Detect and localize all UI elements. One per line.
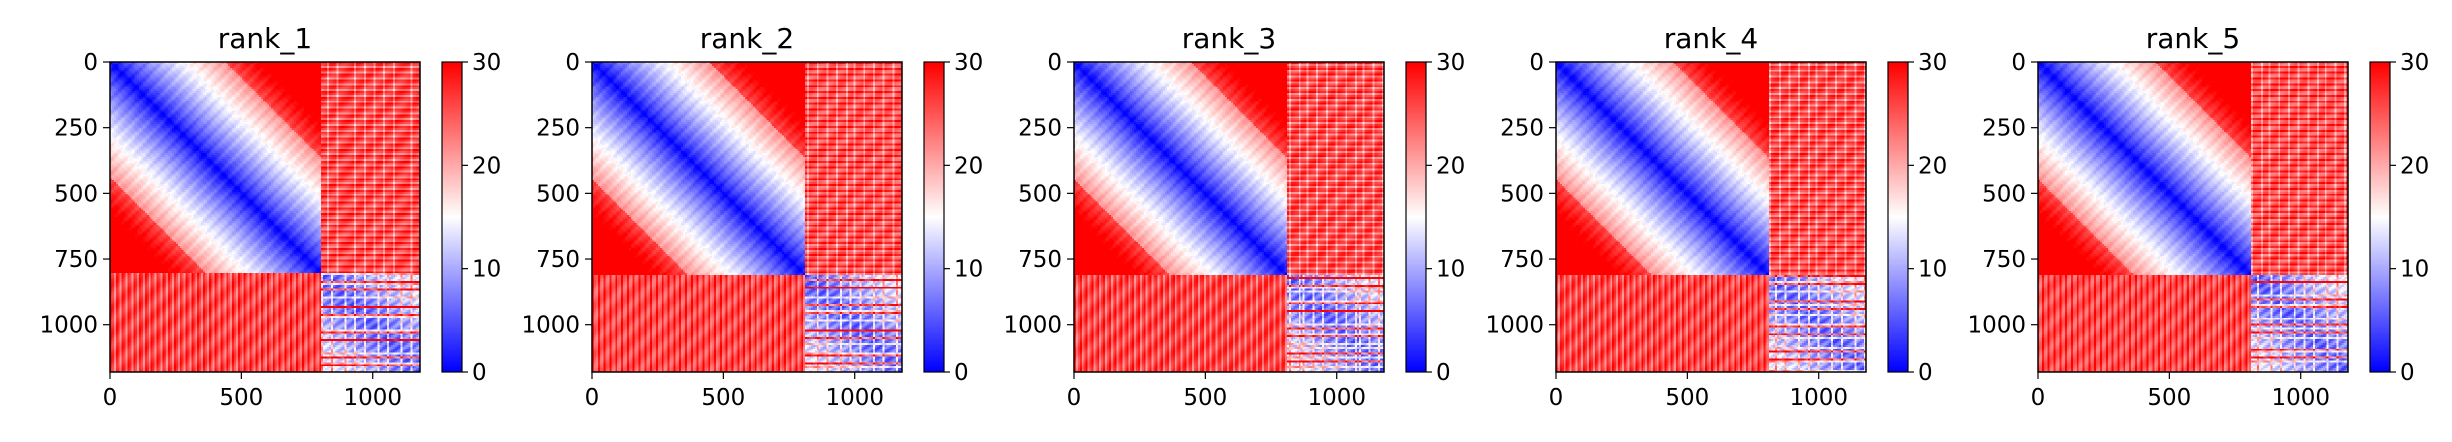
colorbar [924, 62, 944, 372]
y-tick-label: 0 [1529, 50, 1544, 76]
x-tick-label: 500 [1183, 385, 1227, 411]
colorbar [2370, 62, 2390, 372]
x-tick-label: 500 [219, 385, 263, 411]
colorbar-tick-label: 20 [472, 153, 501, 179]
x-tick-label: 1000 [825, 385, 884, 411]
x-tick-label: 0 [2031, 385, 2046, 411]
colorbar-tick-label: 30 [1436, 50, 1465, 76]
x-tick-label: 500 [2147, 385, 2191, 411]
panel-title: rank_1 [218, 22, 312, 55]
colorbar-frame [923, 61, 945, 373]
heatmap-frame [109, 61, 421, 373]
heatmap-frame [591, 61, 903, 373]
colorbar-tick-label: 10 [2400, 257, 2429, 283]
heatmap-frame [1073, 61, 1385, 373]
colorbar-tick-label: 30 [2400, 50, 2429, 76]
y-tick-label: 250 [1500, 116, 1544, 142]
y-tick-label: 500 [536, 181, 580, 207]
colorbar [442, 62, 462, 372]
y-tick-label: 500 [54, 181, 98, 207]
y-tick-label: 0 [83, 50, 98, 76]
panel-title: rank_4 [1664, 22, 1758, 55]
heatmap-panel-1: rank_1 0 500 1000 0 250 500 750 1000 0 10 20 30 [39, 22, 501, 411]
heatmap-panel-3: rank_3 0 500 1000 0 250 500 750 1000 0 10 20 30 [1003, 22, 1465, 411]
x-tick-label: 0 [1067, 385, 1082, 411]
colorbar-tick-label: 0 [954, 360, 969, 386]
y-tick-label: 0 [2011, 50, 2026, 76]
x-tick-label: 1000 [1789, 385, 1848, 411]
x-tick-label: 500 [1665, 385, 1709, 411]
panel-title: rank_5 [2146, 22, 2240, 55]
heatmap-image [1556, 62, 1866, 372]
heatmap-panel-5: rank_5 0 500 1000 0 250 500 750 1000 0 10 20 30 [1967, 22, 2429, 411]
colorbar-tick-label: 0 [2400, 360, 2415, 386]
x-tick-label: 1000 [1307, 385, 1366, 411]
y-tick-label: 0 [565, 50, 580, 76]
y-tick-label: 1000 [39, 313, 98, 339]
heatmap-image [592, 62, 902, 372]
colorbar-frame [1405, 61, 1427, 373]
x-tick-label: 500 [701, 385, 745, 411]
y-tick-label: 500 [1500, 181, 1544, 207]
y-tick-label: 1000 [1485, 313, 1544, 339]
y-tick-label: 500 [1018, 181, 1062, 207]
y-tick-label: 500 [1982, 181, 2026, 207]
y-tick-label: 250 [54, 116, 98, 142]
x-tick-label: 1000 [2271, 385, 2330, 411]
colorbar [1888, 62, 1908, 372]
colorbar-tick-label: 10 [954, 257, 983, 283]
y-tick-label: 750 [1500, 247, 1544, 273]
y-tick-label: 1000 [1967, 313, 2026, 339]
y-tick-label: 1000 [521, 313, 580, 339]
colorbar-tick-label: 10 [472, 257, 501, 283]
y-tick-label: 250 [536, 116, 580, 142]
colorbar-tick-label: 0 [472, 360, 487, 386]
colorbar-tick-label: 10 [1436, 257, 1465, 283]
colorbar-tick-label: 30 [1918, 50, 1947, 76]
colorbar-tick-label: 20 [2400, 153, 2429, 179]
colorbar-tick-label: 20 [1436, 153, 1465, 179]
x-tick-label: 0 [103, 385, 118, 411]
y-tick-label: 750 [536, 247, 580, 273]
y-tick-label: 750 [1018, 247, 1062, 273]
panel-title: rank_3 [1182, 22, 1276, 55]
colorbar-tick-label: 20 [1918, 153, 1947, 179]
y-tick-label: 0 [1047, 50, 1062, 76]
colorbar-frame [2369, 61, 2391, 373]
colorbar-frame [441, 61, 463, 373]
y-tick-label: 250 [1018, 116, 1062, 142]
y-tick-label: 750 [54, 247, 98, 273]
heatmap-frame [2037, 61, 2349, 373]
x-tick-label: 0 [585, 385, 600, 411]
colorbar-tick-label: 0 [1436, 360, 1451, 386]
colorbar-tick-label: 0 [1918, 360, 1933, 386]
heatmap-frame [1555, 61, 1867, 373]
colorbar [1406, 62, 1426, 372]
heatmap-image [110, 62, 420, 372]
heatmap-panel-2: rank_2 0 500 1000 0 250 500 750 1000 0 10 20 30 [521, 22, 983, 411]
y-tick-label: 1000 [1003, 313, 1062, 339]
colorbar-tick-label: 20 [954, 153, 983, 179]
x-tick-label: 1000 [343, 385, 402, 411]
heatmap-panel-4: rank_4 0 500 1000 0 250 500 750 1000 0 10 20 30 [1485, 22, 1947, 411]
heatmap-image [2038, 62, 2348, 372]
heatmap-image [1074, 62, 1384, 372]
x-tick-label: 0 [1549, 385, 1564, 411]
colorbar-tick-label: 30 [472, 50, 501, 76]
colorbar-frame [1887, 61, 1909, 373]
panel-title: rank_2 [700, 22, 794, 55]
colorbar-tick-label: 30 [954, 50, 983, 76]
y-tick-label: 250 [1982, 116, 2026, 142]
colorbar-tick-label: 10 [1918, 257, 1947, 283]
y-tick-label: 750 [1982, 247, 2026, 273]
